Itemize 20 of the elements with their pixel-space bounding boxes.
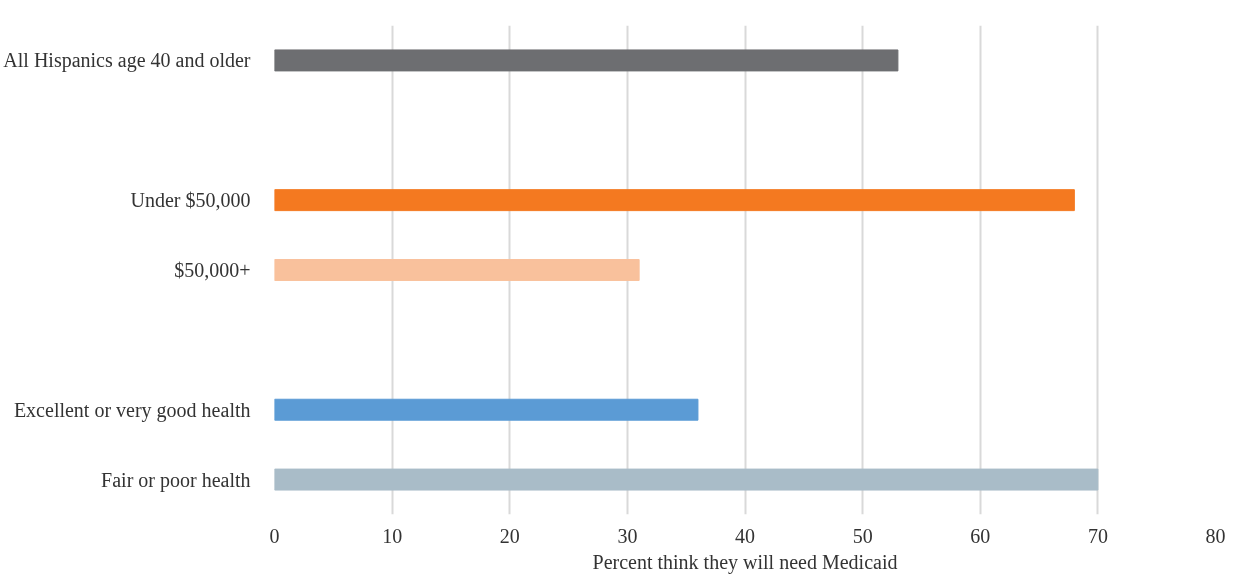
bar (274, 468, 1099, 491)
x-axis-title: Percent think they will need Medicaid (592, 550, 898, 574)
x-tick-label: 80 (1205, 524, 1226, 547)
x-tick-label: 30 (617, 524, 638, 547)
x-tick-label: 70 (1087, 524, 1108, 547)
x-tick-label: 50 (852, 524, 873, 547)
y-tick-label: Excellent or very good health (13, 398, 251, 422)
bar (274, 189, 1075, 212)
x-tick-label: 60 (970, 524, 991, 547)
bar (274, 49, 899, 72)
y-tick-label: Under $50,000 (130, 189, 251, 212)
x-tick-label: 0 (269, 524, 280, 547)
y-tick-label: All Hispanics age 40 and older (3, 49, 251, 73)
bar (274, 259, 640, 281)
x-tick-label: 20 (499, 524, 520, 547)
bar (274, 398, 699, 421)
x-tick-label: 40 (735, 524, 755, 547)
y-tick-label: $50,000+ (174, 259, 251, 281)
x-tick-label: 10 (382, 524, 403, 547)
y-tick-label: Fair or poor health (101, 468, 251, 492)
